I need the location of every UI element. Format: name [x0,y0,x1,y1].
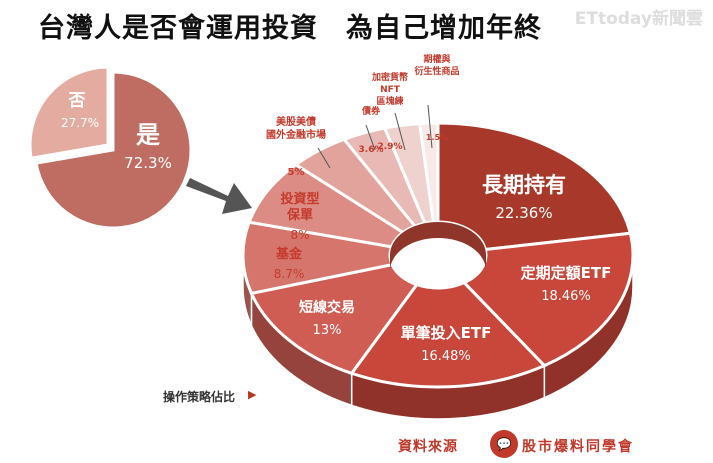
donut-slice-3 [249,262,420,376]
donut-value-1: 18.46% [541,289,591,304]
donut-value-7: 3.6% [359,145,384,155]
donut-value-4: 8.7% [274,267,305,281]
pie-slice-yes [34,70,193,230]
donut-label-6-line-1: 國外金融市場 [266,128,326,141]
donut-label-1-line-0: 定期定額ETF [521,264,612,282]
source-label: 資料來源 [398,439,458,455]
donut-label-7-line-0: 債券 [361,105,381,117]
donut-label-4-line-0: 基金 [275,246,303,262]
donut-label-8-line-0: 加密貨幣 [371,71,408,83]
donut-value-0: 22.36% [495,204,552,222]
legend-arrow-icon: ▶ [248,388,257,401]
donut-label-0-line-0: 長期持有 [482,173,566,197]
donut-value-3: 13% [313,323,342,338]
donut-value-8: 2.9% [378,142,403,152]
donut-value-6: 5% [288,167,305,178]
news-logo: ETtoday新聞雲 [574,9,703,29]
donut-label-9-line-1: 衍生性商品 [413,65,459,77]
donut-label-9-line-0: 期權與 [423,53,450,65]
leader-line-1 [365,124,376,151]
pie-value-yes: 72.3% [124,154,172,172]
pointer-arrow [186,178,252,214]
donut-label-8-line-2: 區塊練 [376,95,403,107]
leader-line-0 [317,147,331,169]
donut-label-5-line-1: 保單 [286,207,313,223]
donut-value-5: 8% [290,228,309,242]
donut-slice-1 [461,231,635,368]
donut-value-9: 1.5% [426,133,448,142]
leader-line-2 [394,112,406,151]
pie-value-no: 27.7% [61,116,99,130]
donut-label-6-line-0: 美股美債 [276,115,316,128]
leader-line-3 [427,104,433,149]
page-title: 台灣人是否會運用投資 為自己增加年終 [38,13,542,44]
donut-label-5-line-0: 投資型 [280,191,319,207]
donut-value-2: 16.48% [421,349,471,364]
legend-label: 操作策略佔比 [163,390,236,404]
donut-hole-shadow [390,222,486,271]
chat-bubble-icon: 💬 [490,430,518,458]
pie-slice-no [28,65,110,160]
pie-label-yes: 是 [136,121,160,149]
donut-label-2-line-0: 單筆投入ETF [401,324,492,342]
brand-name: 股市爆料同學會 [522,439,634,455]
donut-label-3-line-0: 短線交易 [299,299,355,316]
donut-label-8-line-1: NFT [380,85,401,95]
pie-label-no: 否 [68,91,86,111]
